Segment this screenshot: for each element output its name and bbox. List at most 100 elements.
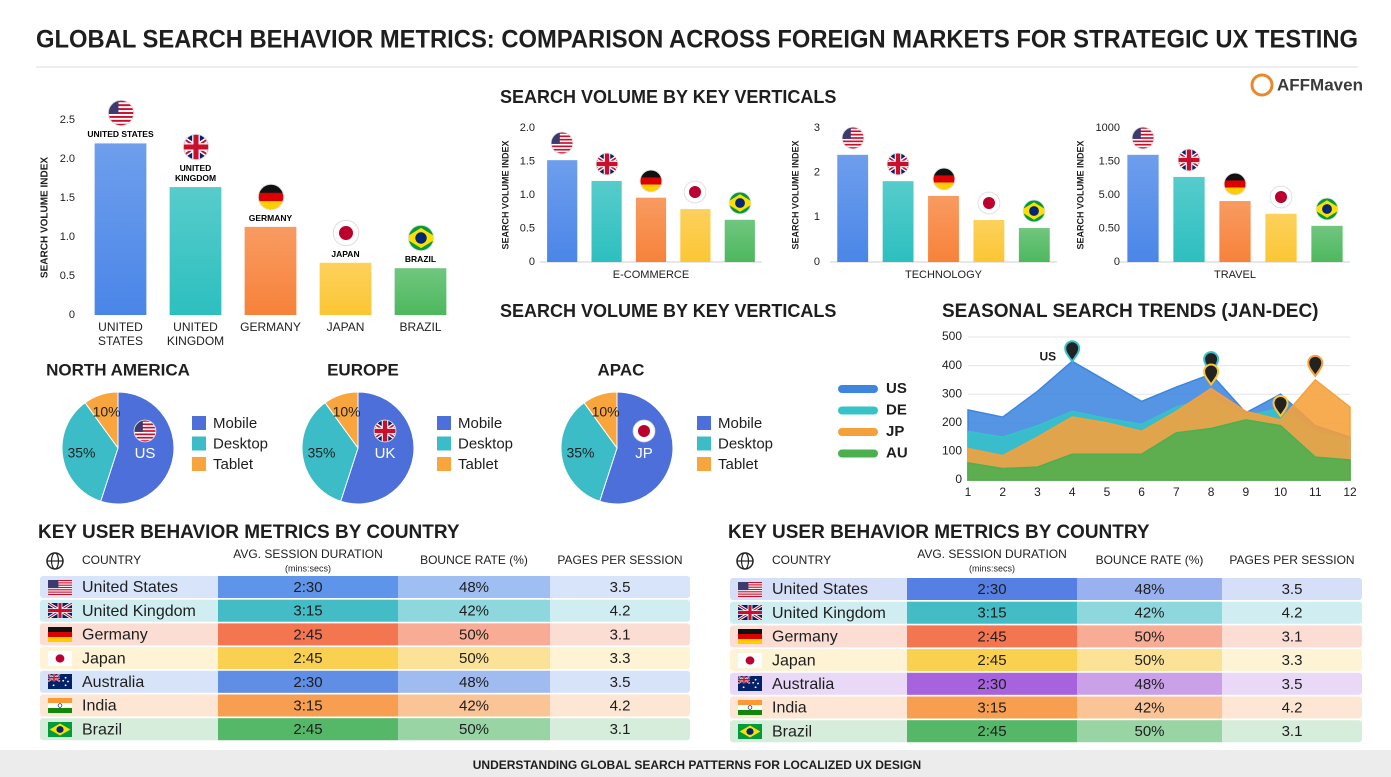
flag-part — [689, 186, 702, 199]
x-tick-label: 4 — [1069, 485, 1076, 499]
table-cell-shade — [398, 647, 550, 670]
legend-swatch — [192, 436, 206, 451]
flag-part — [640, 177, 662, 185]
pie-slice — [61, 401, 119, 502]
flag-icon — [48, 603, 72, 619]
flag — [1132, 126, 1154, 149]
flag-part — [48, 591, 72, 593]
x-axis-label: TRAVEL — [1214, 269, 1256, 281]
country-name: Germany — [82, 627, 148, 644]
country-name: Brazil — [772, 723, 812, 740]
flag-part — [841, 140, 864, 142]
country-name: United States — [82, 579, 178, 596]
bar — [680, 209, 711, 262]
table-cell: 2:45 — [977, 723, 1006, 740]
x-tick-label: JAPAN — [326, 320, 365, 334]
flag-ring — [182, 133, 209, 161]
legend-label: AU — [886, 444, 908, 461]
bar-label: BRAZIL — [404, 254, 437, 265]
pie-center-label: US — [135, 445, 156, 462]
area — [967, 419, 1351, 481]
table-cell: 3:15 — [293, 697, 322, 714]
table-cell-highlight — [907, 696, 1077, 719]
flag-icon — [1022, 199, 1046, 223]
flag — [48, 603, 72, 619]
table-cell: 42% — [459, 697, 489, 714]
flag-part — [738, 700, 762, 706]
column-header: PAGES PER SESSION — [557, 553, 682, 567]
y-tick-label: 2 — [814, 167, 820, 179]
flag-part — [48, 588, 72, 590]
flag-part — [257, 192, 284, 202]
flag-part — [1132, 147, 1154, 149]
flag-icon — [841, 126, 865, 150]
bar — [1127, 154, 1159, 262]
flag-part — [738, 581, 762, 583]
flag-part — [551, 149, 574, 151]
flag-part — [48, 698, 72, 704]
flag — [407, 225, 434, 251]
column-header: AVG. SESSION DURATION — [917, 547, 1067, 561]
flag-part — [738, 583, 762, 585]
flag-icon — [728, 191, 752, 215]
flag-part — [107, 108, 134, 111]
y-tick-label: 0 — [1114, 256, 1120, 268]
table-cell: 4.2 — [1282, 605, 1303, 622]
bar — [1173, 176, 1205, 262]
flag-icon — [107, 100, 134, 127]
flag-part — [48, 609, 72, 613]
flag-icon — [595, 152, 618, 176]
flag — [107, 100, 134, 127]
x-tick-label: UNITED STATES — [98, 320, 143, 348]
y-tick-label: 400 — [942, 358, 962, 372]
flag-ring — [841, 126, 865, 150]
table-cell-shade — [398, 623, 550, 646]
flag-part — [1132, 143, 1154, 146]
flag-part — [551, 135, 574, 138]
table-cell-highlight — [907, 720, 1077, 743]
y-tick-label: 0.5 — [60, 270, 75, 282]
y-tick-label: 2.0 — [520, 122, 535, 134]
x-tick-label: 12 — [1343, 485, 1357, 499]
flag-part — [48, 703, 72, 709]
flag-part — [1224, 173, 1246, 181]
bar — [1311, 225, 1343, 262]
table-cell-highlight — [218, 647, 398, 670]
flag — [182, 134, 209, 160]
flag — [1023, 200, 1046, 222]
flag — [738, 676, 762, 692]
table-cell: 2:45 — [977, 628, 1006, 645]
table-cell: 42% — [1134, 699, 1164, 716]
flag — [48, 650, 72, 666]
x-tick-label: 9 — [1242, 485, 1249, 499]
flag — [595, 153, 618, 175]
flag-ring — [684, 180, 707, 204]
flag-part — [48, 631, 72, 637]
flag-part — [738, 709, 762, 715]
legend-swatch — [437, 457, 451, 471]
legend-swatch — [437, 416, 451, 430]
flag — [684, 181, 707, 203]
x-tick-label: 5 — [1104, 485, 1111, 499]
flag-part — [551, 145, 574, 148]
legend-swatch — [192, 416, 206, 430]
table-cell-highlight — [218, 694, 398, 717]
table-cell: 2:30 — [977, 581, 1006, 598]
flag-part — [1178, 157, 1200, 163]
pie-center-label: JP — [635, 445, 653, 462]
logo-icon — [1250, 73, 1274, 97]
table-cell: 48% — [459, 674, 489, 691]
flag-part — [48, 593, 72, 595]
country-name: Germany — [772, 629, 838, 646]
legend-swatch — [697, 416, 711, 430]
flag-icon — [48, 674, 72, 690]
bar — [547, 160, 578, 262]
legend-swatch — [192, 457, 206, 471]
table-cell-highlight — [218, 670, 398, 693]
table-title: KEY USER BEHAVIOR METRICS BY COUNTRY — [728, 522, 1150, 543]
column-header: AVG. SESSION DURATION — [233, 547, 383, 561]
flag — [332, 220, 359, 246]
pie-value-label: 10% — [93, 404, 121, 420]
x-tick-label: 11 — [1309, 485, 1322, 499]
